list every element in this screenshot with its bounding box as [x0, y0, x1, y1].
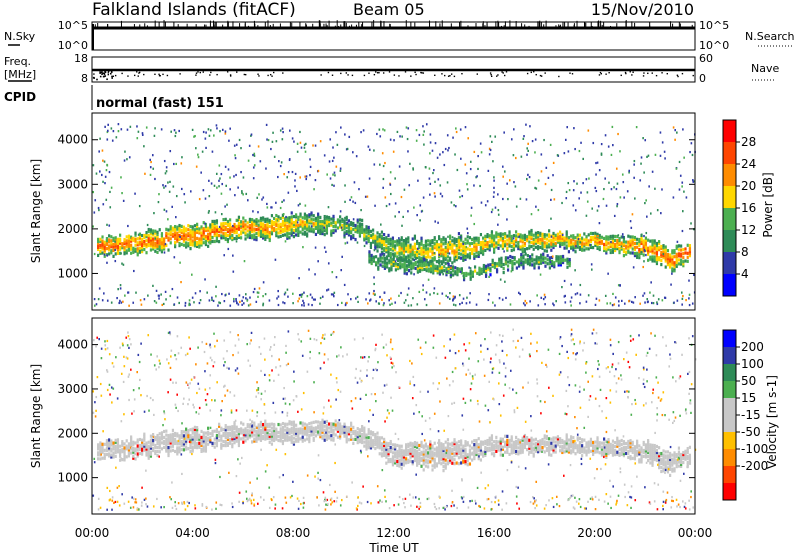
nsearch-tick-bottom: 10^0 — [699, 39, 729, 52]
power-cells — [92, 123, 696, 307]
colorbar-tick-label: 200 — [741, 340, 764, 354]
x-tick-label: 08:00 — [276, 526, 311, 540]
y-tick-label: 4000 — [57, 338, 88, 352]
x-axis-label: Time UT — [368, 541, 419, 554]
y-tick-label: 1000 — [57, 266, 88, 280]
nsearch-tick-top: 10^5 — [699, 19, 729, 32]
x-tick-label: 20:00 — [577, 526, 612, 540]
x-tick-label: 00:00 — [678, 526, 713, 540]
power-colorbar: 28 24 20 16 12 8 4 Power [dB] — [722, 119, 775, 297]
date-title: 15/Nov/2010 — [591, 0, 694, 19]
colorbar-tick-label: -15 — [741, 408, 761, 422]
nsky-tick-bottom: 10^0 — [58, 39, 88, 52]
station-title: Falkland Islands (fitACF) — [92, 0, 296, 20]
freq-panel: 18 8 60 0 Freq. [MHz] Nave — [4, 52, 779, 85]
y-tick-label: 2000 — [57, 426, 88, 440]
freq-tick-top: 18 — [74, 52, 88, 65]
x-tick-label: 12:00 — [376, 526, 411, 540]
colorbar-tick-label: 24 — [741, 157, 756, 171]
y-tick-label: 3000 — [57, 177, 88, 191]
cpid-value: normal (fast) 151 — [96, 96, 224, 111]
nave-label: Nave — [751, 62, 779, 75]
power-panel: 4000 3000 2000 1000 Slant Range [km] — [29, 112, 696, 311]
y-tick-label: 3000 — [57, 382, 88, 396]
nsearch-label: N.Search — [745, 30, 795, 43]
colorbar-tick-label: 16 — [741, 201, 756, 215]
velocity-ylabel: Slant Range [km] — [29, 364, 43, 468]
colorbar-tick-label: 4 — [741, 267, 749, 281]
colorbar-tick-label: 15 — [741, 391, 756, 405]
colorbar-tick-label: 20 — [741, 179, 756, 193]
x-tick-label: 04:00 — [175, 526, 210, 540]
nsky-tick-top: 10^5 — [58, 19, 88, 32]
colorbar-tick-label: 50 — [741, 374, 756, 388]
velocity-cells — [92, 328, 697, 511]
cpid-label: CPID — [4, 90, 36, 104]
nsky-panel: 10^5 10^0 10^5 10^0 N.Sky N.Search — [4, 19, 795, 52]
colorbar-tick-label: 28 — [741, 135, 756, 149]
power-colorbar-label: Power [dB] — [761, 172, 775, 237]
y-tick-label: 4000 — [57, 133, 88, 147]
velocity-colorbar: 200 100 50 15 -15 -50 -100 -200 Velocity [m s-1… — [722, 329, 779, 501]
nave-tick-bottom: 0 — [699, 72, 706, 85]
y-tick-label: 1000 — [57, 471, 88, 485]
colorbar-tick-label: 100 — [741, 357, 764, 371]
velocity-colorbar-label: Velocity [m s-1] — [765, 375, 779, 469]
colorbar-tick-label: -100 — [741, 442, 768, 456]
nsky-spikes — [92, 20, 693, 50]
velocity-panel: 4000 3000 2000 1000 Slant Range [km] — [29, 317, 697, 515]
freq-label-line1: Freq. — [4, 55, 31, 68]
colorbar-tick-label: -200 — [741, 459, 768, 473]
x-tick-label: 16:00 — [477, 526, 512, 540]
colorbar-tick-label: -50 — [741, 425, 761, 439]
y-tick-label: 2000 — [57, 222, 88, 236]
x-axis: 00:00 04:00 08:00 12:00 16:00 20:00 00:00 — [75, 526, 713, 540]
nave-tick-top: 60 — [699, 52, 713, 65]
colorbar-tick-label: 8 — [741, 245, 749, 259]
nave-dots — [92, 70, 694, 81]
colorbar-tick-label: 12 — [741, 223, 756, 237]
nsky-label: N.Sky — [4, 30, 36, 43]
freq-label-line2: [MHz] — [4, 68, 36, 81]
beam-title: Beam 05 — [353, 0, 425, 19]
freq-tick-bottom: 8 — [81, 72, 88, 85]
x-tick-label: 00:00 — [75, 526, 110, 540]
power-ylabel: Slant Range [km] — [29, 159, 43, 263]
